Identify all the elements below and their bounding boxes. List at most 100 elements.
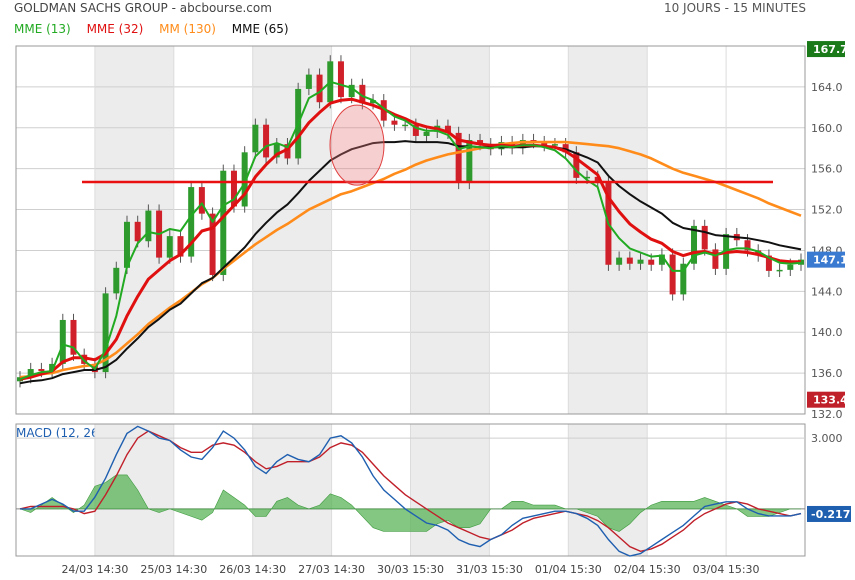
candle-body	[49, 363, 56, 372]
price-tick-label: 144.0	[811, 285, 843, 298]
candle-body	[370, 100, 377, 104]
candle-body	[584, 176, 591, 179]
candle-body	[477, 140, 484, 145]
candle-body	[541, 142, 548, 146]
legend-ema32: MME (32)	[86, 22, 144, 36]
x-tick-label: 26/03 14:30	[219, 563, 286, 576]
price-tick-label: 152.0	[811, 204, 843, 217]
candle-body	[712, 249, 719, 269]
x-tick-label: 31/03 15:30	[456, 563, 523, 576]
candle-body	[626, 257, 633, 264]
candle-body	[444, 125, 451, 133]
candle-body	[359, 84, 366, 104]
x-tick-label: 02/04 15:30	[614, 563, 681, 576]
price-tick-label: 156.0	[811, 163, 843, 176]
candle-body	[402, 124, 409, 127]
day-shade-macd	[252, 424, 332, 556]
price-tick-label: 140.0	[811, 326, 843, 339]
x-tick-label: 27/03 14:30	[298, 563, 365, 576]
candle-body	[658, 254, 665, 265]
candle-body	[776, 269, 783, 272]
candle-body	[701, 225, 708, 250]
candle-body	[337, 61, 344, 98]
price-badge-label: 167.7	[813, 43, 848, 56]
candle-body	[637, 259, 644, 264]
legend-ema13: MME (13)	[14, 22, 71, 36]
ma130-line	[19, 140, 802, 379]
candle-body	[466, 140, 473, 183]
price-badge	[807, 391, 845, 408]
candle-body	[616, 257, 623, 265]
price-badge-label: 133.4	[813, 394, 848, 407]
candle-body	[134, 221, 141, 242]
x-tick-label: 25/03 14:30	[140, 563, 207, 576]
ema32-line	[19, 97, 801, 381]
candle-body	[412, 124, 419, 136]
macd-badge-label: -0.217	[811, 508, 850, 521]
macd-line	[20, 425, 802, 557]
candle-body	[573, 152, 580, 178]
candle-body	[691, 225, 698, 264]
price-legend: MME (13) MME (32) MM (130) MME (65)	[14, 22, 301, 36]
candle-body	[680, 263, 687, 295]
candle-body	[252, 124, 259, 153]
macd-tick-label: 3.000	[811, 432, 843, 445]
candle-body	[188, 187, 195, 257]
candle-body	[594, 176, 601, 183]
candle-body	[241, 152, 248, 207]
candle-body	[273, 144, 280, 158]
day-shade-price	[410, 46, 490, 414]
price-tick-label: 136.0	[811, 367, 843, 380]
x-tick-label: 24/03 14:30	[61, 563, 128, 576]
candle-body	[145, 210, 152, 242]
candle-body	[391, 120, 398, 125]
x-tick-label: 01/04 15:30	[535, 563, 602, 576]
price-badge-label: 147.1	[813, 254, 848, 267]
price-badge	[807, 251, 845, 268]
candle-body	[455, 132, 462, 183]
price-tick-label: 164.0	[811, 81, 843, 94]
day-shade-price	[252, 46, 332, 414]
candle-body	[113, 267, 120, 294]
legend-ma130: MM (130)	[159, 22, 216, 36]
price-tick-label: 160.0	[811, 122, 843, 135]
ema13-line	[19, 80, 802, 381]
x-tick-label: 30/03 15:30	[377, 563, 444, 576]
candle-body	[70, 319, 77, 355]
candle-body	[123, 221, 130, 268]
day-shade-macd	[568, 424, 648, 556]
candle-body	[551, 144, 558, 146]
candle-body	[305, 74, 312, 89]
ema65-line	[19, 140, 802, 385]
candle-body	[263, 124, 270, 158]
candle-body	[648, 259, 655, 265]
candle-body	[423, 131, 430, 136]
candle-body	[27, 369, 34, 378]
candle-body	[348, 84, 355, 98]
candle-body	[316, 74, 323, 103]
candle-body	[220, 170, 227, 275]
candle-body	[284, 144, 291, 159]
candle-body	[198, 187, 205, 214]
candle-body	[744, 240, 751, 251]
macd-legend: MACD (12, 26, 9)	[16, 426, 119, 440]
macd-badge	[807, 505, 851, 522]
day-shade-macd	[410, 424, 490, 556]
macd-histogram	[19, 474, 801, 532]
candle-body	[787, 264, 794, 270]
macd-panel-frame	[15, 423, 806, 557]
candle-body	[669, 254, 676, 295]
x-tick-label: 03/04 15:30	[693, 563, 760, 576]
candle-body	[230, 170, 237, 207]
legend-ema65: MME (65)	[231, 22, 289, 36]
candle-body	[102, 293, 109, 373]
candle-body	[38, 369, 45, 372]
candle-body	[166, 236, 173, 258]
candle-body	[177, 236, 184, 257]
chart-period: 10 JOURS - 15 MINUTES	[663, 1, 806, 15]
chart-title: GOLDMAN SACHS GROUP - abcbourse.com	[14, 1, 272, 15]
candle-body	[17, 377, 23, 382]
candle-body	[765, 255, 772, 271]
candle-body	[59, 319, 66, 364]
